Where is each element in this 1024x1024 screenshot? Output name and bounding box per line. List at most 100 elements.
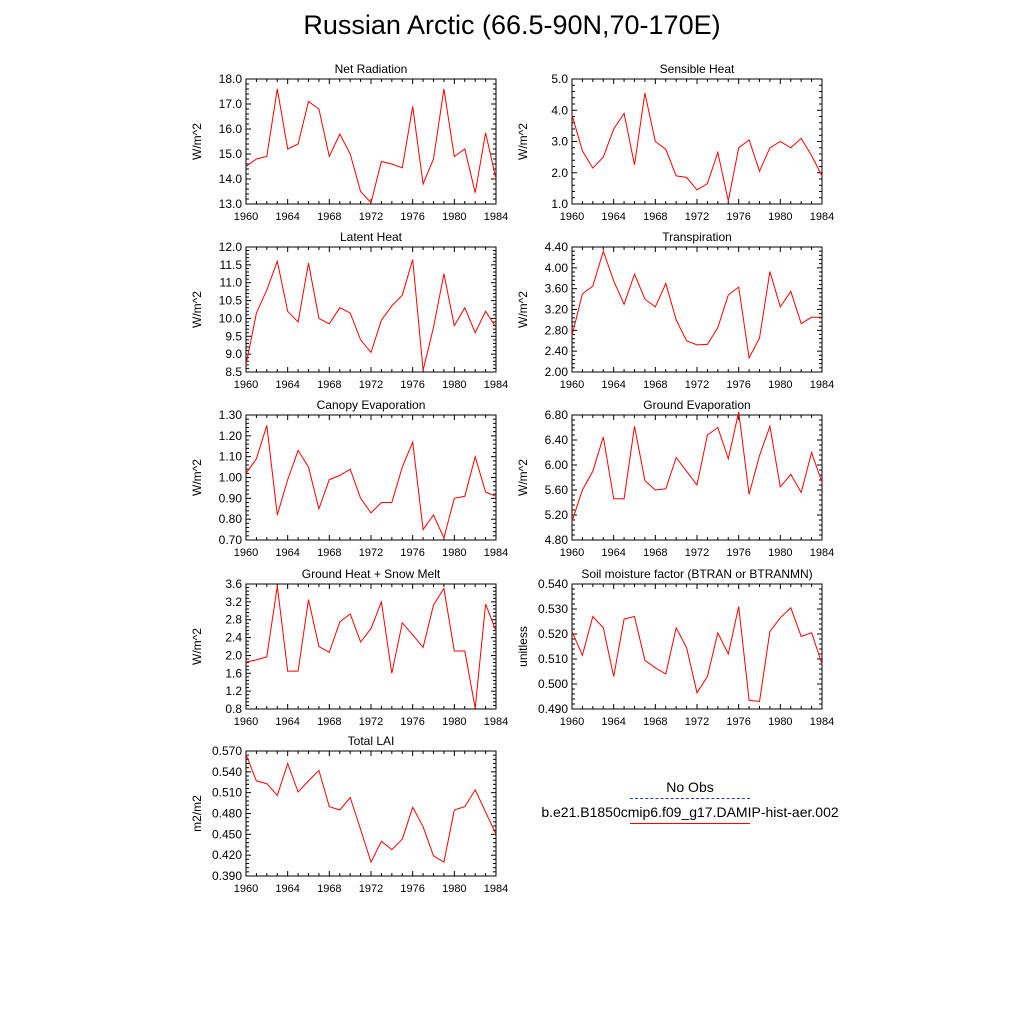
y-tick-label: 13.0: [219, 197, 243, 211]
panel-title: Transpiration: [662, 230, 732, 244]
x-tick-label: 1972: [685, 716, 709, 728]
y-tick-label: 4.0: [551, 103, 568, 117]
x-tick-label: 1976: [726, 716, 750, 728]
x-tick-label: 1964: [601, 379, 625, 391]
legend-obs-line: [630, 798, 750, 799]
y-tick-label: 3.60: [545, 282, 569, 296]
y-tick-label: 5.60: [545, 483, 569, 497]
x-tick-label: 1980: [442, 716, 466, 728]
y-tick-label: 4.40: [545, 240, 569, 254]
plot-frame: [245, 414, 497, 541]
y-tick-label: 0.570: [212, 744, 242, 758]
y-tick-label: 14.0: [219, 172, 243, 186]
x-tick-label: 1960: [234, 547, 258, 559]
series-line: [571, 249, 822, 360]
x-tick-label: 1980: [768, 716, 792, 728]
legend-model-line: [630, 823, 750, 824]
x-tick-label: 1984: [484, 379, 508, 391]
panel-title: Net Radiation: [335, 62, 408, 76]
series-line: [245, 425, 497, 540]
y-tick-label: 11.5: [220, 258, 243, 272]
y-tick-label: 2.4: [225, 631, 242, 645]
x-tick-label: 1976: [400, 211, 424, 223]
y-tick-label: 5.20: [545, 508, 569, 522]
series-line: [245, 754, 497, 864]
y-tick-label: 2.00: [545, 365, 569, 379]
x-tick-label: 1964: [275, 379, 299, 391]
x-tick-label: 1964: [601, 211, 625, 223]
panel-title: Total LAI: [348, 734, 395, 748]
y-axis-label: W/m^2: [516, 123, 530, 160]
x-tick-label: 1980: [442, 547, 466, 559]
x-tick-label: 1984: [484, 211, 508, 223]
page-title: Russian Arctic (66.5-90N,70-170E): [303, 10, 721, 40]
y-axis-label: W/m^2: [516, 459, 530, 496]
chart-panel-6: Ground Heat + Snow Melt W/m^2 0.8 1.2 1.6 2.0…: [190, 567, 508, 728]
x-tick-label: 1968: [643, 379, 667, 391]
y-tick-label: 0.390: [212, 869, 242, 883]
x-tick-label: 1968: [317, 883, 341, 895]
x-tick-label: 1976: [400, 547, 424, 559]
panel-title: Canopy Evaporation: [317, 398, 426, 412]
x-tick-label: 1980: [768, 211, 792, 223]
x-tick-label: 1968: [317, 547, 341, 559]
y-tick-label: 0.520: [538, 627, 568, 641]
plot-frame: [571, 414, 823, 541]
series-line: [571, 411, 823, 522]
y-tick-label: 9.0: [225, 347, 242, 361]
y-tick-label: 8.5: [225, 365, 242, 379]
y-axis-label: unitless: [516, 626, 530, 667]
legend-model-label: b.e21.B1850cmip6.f09_g17.DAMIP-hist-aer.…: [541, 804, 839, 820]
y-tick-label: 0.510: [212, 786, 242, 800]
chart-panel-5: Ground Evaporation W/m^2 4.80 5.20 5.60 6.00 6…: [516, 398, 834, 559]
panel-title: Soil moisture factor (BTRAN or BTRANMN): [581, 567, 812, 581]
y-tick-label: 2.0: [225, 648, 242, 662]
y-tick-label: 10.5: [219, 294, 243, 308]
y-tick-label: 2.40: [545, 344, 569, 358]
chart-panel-4: Canopy Evaporation W/m^2 0.70 0.80 0.90 1.00 1…: [190, 398, 508, 559]
y-tick-label: 5.0: [551, 72, 568, 86]
y-axis-label: W/m^2: [190, 628, 204, 665]
x-tick-label: 1984: [810, 716, 834, 728]
y-axis-label: m2/m2: [190, 795, 204, 832]
y-axis-label: W/m^2: [190, 123, 204, 160]
legend-obs-label: No Obs: [666, 779, 714, 795]
x-tick-label: 1984: [810, 379, 834, 391]
x-tick-label: 1960: [560, 379, 584, 391]
y-tick-label: 16.0: [219, 122, 243, 136]
y-tick-label: 1.0: [551, 197, 568, 211]
panel-title: Latent Heat: [340, 230, 403, 244]
x-tick-label: 1972: [359, 716, 383, 728]
chart-panel-7: Soil moisture factor (BTRAN or BTRANMN) u…: [516, 567, 834, 728]
y-tick-label: 15.0: [219, 147, 243, 161]
y-axis-label: W/m^2: [190, 459, 204, 496]
x-tick-label: 1976: [726, 211, 750, 223]
y-tick-label: 3.20: [545, 303, 569, 317]
y-tick-label: 6.00: [545, 458, 569, 472]
series-line: [245, 88, 497, 204]
x-tick-label: 1960: [234, 716, 258, 728]
x-tick-label: 1968: [643, 211, 667, 223]
y-tick-label: 1.10: [219, 450, 243, 464]
y-tick-label: 18.0: [219, 72, 243, 86]
y-tick-label: 0.480: [212, 807, 242, 821]
x-tick-label: 1972: [359, 883, 383, 895]
y-tick-label: 1.00: [219, 471, 243, 485]
x-tick-label: 1964: [275, 211, 299, 223]
y-tick-label: 6.80: [545, 408, 569, 422]
y-tick-label: 0.510: [538, 652, 568, 666]
x-tick-label: 1960: [560, 547, 584, 559]
y-tick-label: 3.6: [225, 577, 242, 591]
y-tick-label: 0.70: [219, 533, 243, 547]
x-tick-label: 1964: [275, 547, 299, 559]
x-tick-label: 1980: [442, 211, 466, 223]
x-tick-label: 1968: [317, 211, 341, 223]
y-tick-label: 2.80: [545, 323, 569, 337]
y-tick-label: 6.40: [545, 433, 569, 447]
y-tick-label: 0.450: [212, 827, 242, 841]
chart-panel-3: Transpiration W/m^2 2.00 2.40 2.80 3.20 3.60 4.…: [516, 230, 834, 391]
x-tick-label: 1984: [484, 547, 508, 559]
legend: No Obs b.e21.B1850cmip6.f09_g17.DAMIP-hi…: [520, 778, 860, 824]
y-tick-label: 0.540: [538, 577, 568, 591]
y-tick-label: 0.420: [212, 848, 242, 862]
